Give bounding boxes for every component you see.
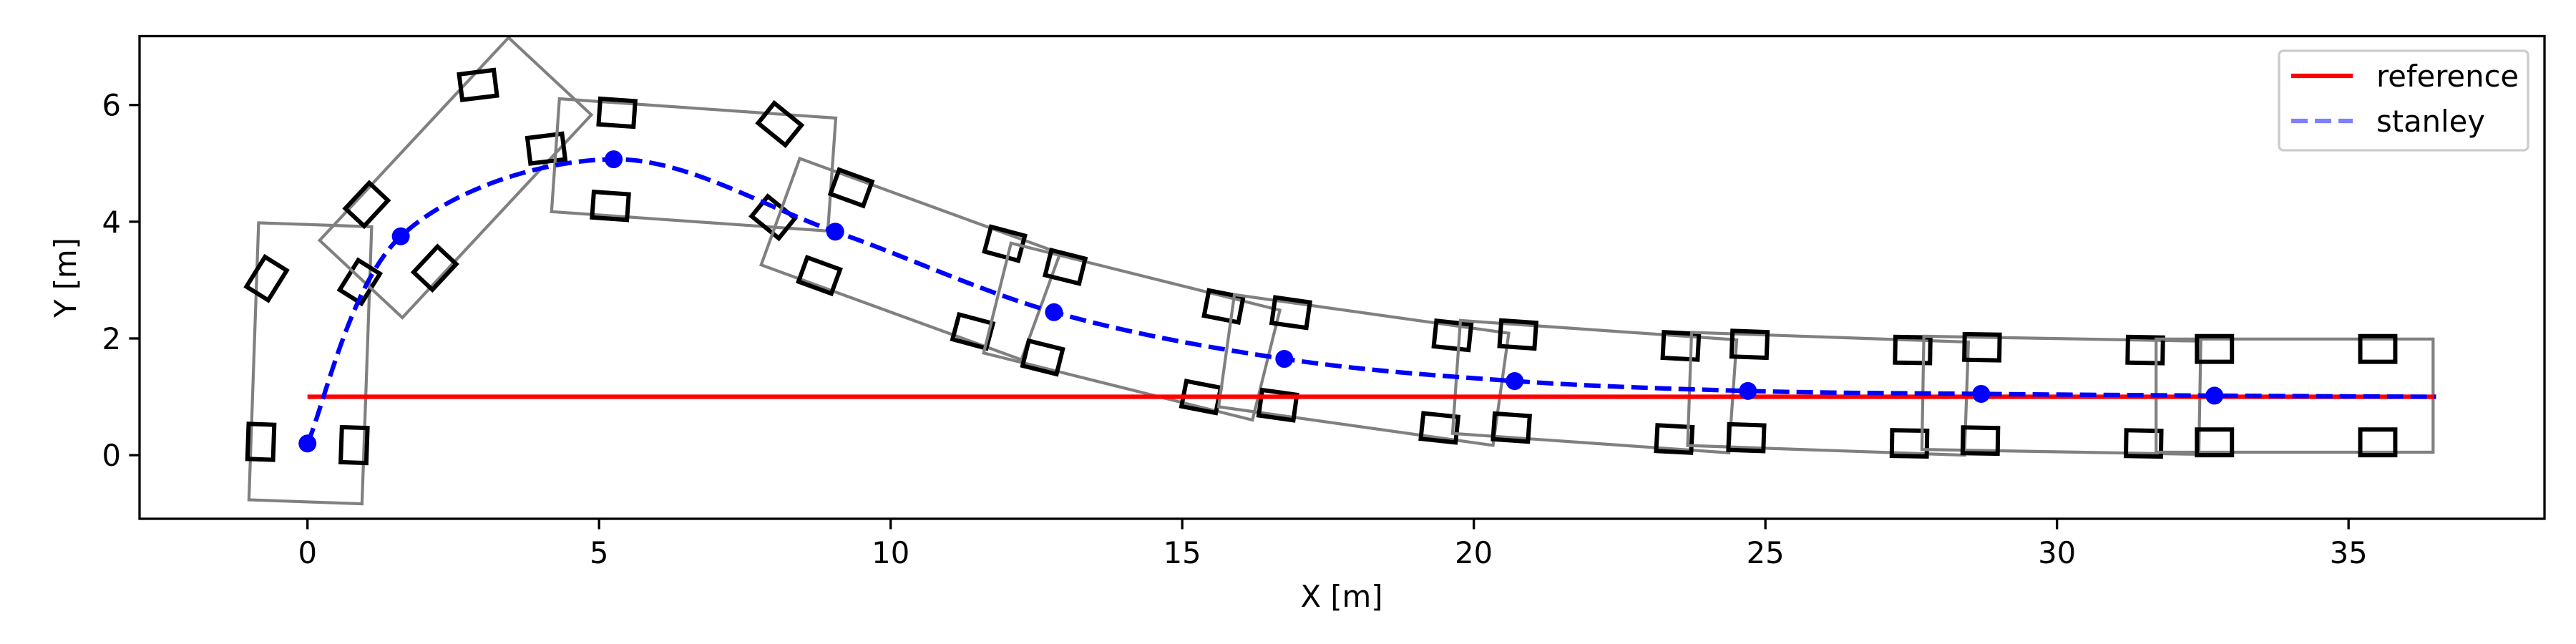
rear-wheel	[796, 254, 843, 297]
stanley-marker	[1045, 303, 1063, 321]
x-tick-label: 0	[298, 535, 317, 570]
x-tick-label: 15	[1163, 535, 1201, 570]
front-wheel	[950, 311, 996, 351]
front-wheel	[2358, 427, 2398, 458]
y-tick-label: 6	[102, 88, 121, 123]
vehicle-body	[1216, 293, 1511, 447]
front-wheel	[1431, 318, 1474, 353]
x-tick-label: 35	[2330, 535, 2368, 570]
vehicle-body	[1450, 318, 1739, 455]
x-tick-label: 10	[872, 535, 909, 570]
front-wheel	[1889, 428, 1930, 459]
vehicle	[759, 156, 1063, 362]
y-tick-label: 0	[102, 438, 121, 473]
vehicle-body	[1920, 334, 2202, 457]
vehicle-body	[1686, 331, 1971, 457]
axes-frame	[138, 34, 2546, 520]
stanley-marker	[1739, 381, 1757, 400]
vehicle-body	[247, 221, 374, 506]
x-axis-label: X [m]	[1301, 579, 1383, 614]
rear-wheel	[1726, 421, 1767, 454]
front-wheel	[1418, 411, 1461, 445]
rear-wheel	[827, 167, 875, 209]
y-tick-label: 2	[102, 321, 121, 356]
x-axis: 0 5 10 15 20 25 30 35	[298, 519, 2368, 570]
rear-wheel	[1491, 411, 1533, 444]
legend-stanley-label: stanley	[2376, 104, 2485, 139]
stanley-marker	[391, 227, 410, 245]
rear-wheel	[1020, 338, 1065, 377]
rear-wheel	[342, 180, 391, 230]
vehicle	[1216, 293, 1511, 447]
plot-area	[243, 36, 2436, 506]
x-tick-label: 5	[590, 535, 609, 570]
y-tick-label: 4	[102, 205, 121, 240]
rear-wheel	[410, 243, 459, 293]
x-tick-label: 20	[1455, 535, 1493, 570]
x-tick-label: 30	[2038, 535, 2076, 570]
rear-wheel	[1269, 295, 1312, 331]
stanley-marker	[605, 150, 623, 169]
stanley-marker	[1275, 350, 1294, 369]
rear-wheel	[596, 96, 638, 130]
front-wheel	[755, 99, 805, 149]
front-wheel	[2358, 333, 2398, 364]
x-tick-label: 25	[1747, 535, 1785, 570]
stanley-marker	[1972, 384, 1991, 403]
stanley-marker	[826, 223, 844, 241]
front-wheel	[336, 257, 384, 307]
rear-wheel	[1042, 247, 1088, 286]
vehicle-body	[550, 97, 838, 233]
vehicle	[2155, 333, 2435, 458]
front-wheel	[457, 67, 499, 102]
stanley-marker	[1506, 372, 1524, 391]
rear-wheel	[245, 421, 277, 462]
vehicle	[243, 221, 384, 506]
vehicle-body	[2155, 337, 2435, 454]
front-wheel	[1654, 423, 1695, 455]
front-wheel	[2123, 428, 2164, 459]
vehicle-body	[317, 36, 594, 320]
rear-wheel	[1962, 331, 2002, 363]
rear-wheel	[1960, 425, 2001, 457]
front-wheel	[243, 253, 290, 303]
vehicle	[1686, 328, 1971, 459]
y-axis: 0 2 4 6	[102, 88, 140, 473]
vehicle	[317, 36, 594, 320]
y-axis-label: Y [m]	[48, 238, 83, 318]
rear-wheel	[590, 189, 631, 223]
rear-wheel	[338, 424, 370, 466]
rear-wheel	[1729, 328, 1770, 361]
legend-reference-label: reference	[2376, 59, 2519, 94]
rear-wheel	[1497, 318, 1539, 351]
stanley-marker	[298, 434, 317, 453]
stanley-marker	[2205, 386, 2224, 405]
rear-wheel	[2195, 333, 2235, 364]
legend: reference stanley	[2278, 49, 2529, 152]
rear-wheel	[2195, 427, 2235, 458]
